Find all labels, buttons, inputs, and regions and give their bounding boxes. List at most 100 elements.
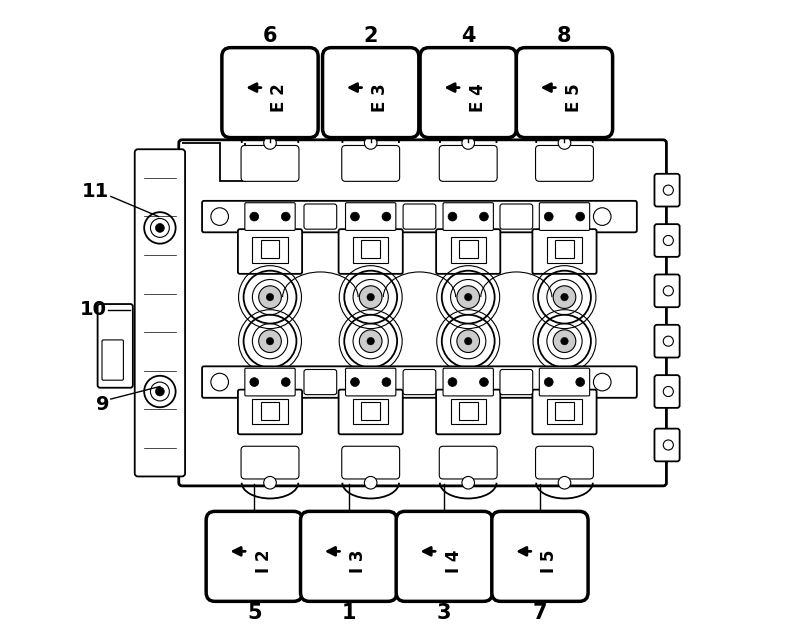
Text: 9: 9 [96,394,109,413]
FancyBboxPatch shape [135,149,185,477]
Circle shape [211,208,228,226]
FancyBboxPatch shape [437,229,500,274]
Circle shape [156,387,164,396]
Circle shape [350,378,359,387]
Circle shape [250,378,259,387]
Text: 4: 4 [461,27,476,46]
FancyBboxPatch shape [516,47,613,138]
Text: 5: 5 [247,603,262,623]
Text: E 2: E 2 [271,83,288,112]
FancyBboxPatch shape [222,47,318,138]
Circle shape [282,378,290,387]
Circle shape [594,208,611,226]
Bar [547,238,582,262]
Bar [459,402,478,420]
Bar [252,399,287,424]
Circle shape [544,212,553,221]
FancyBboxPatch shape [206,511,302,602]
FancyBboxPatch shape [238,389,302,434]
FancyBboxPatch shape [654,325,680,358]
Circle shape [259,286,282,308]
Text: 3: 3 [437,603,452,623]
Circle shape [367,293,374,301]
FancyBboxPatch shape [202,367,637,398]
Circle shape [382,378,391,387]
Circle shape [367,337,374,345]
Text: I 3: I 3 [349,550,367,573]
Text: 2: 2 [363,27,378,46]
Bar [353,399,389,424]
Circle shape [594,374,611,391]
FancyBboxPatch shape [439,446,497,479]
Circle shape [263,477,276,489]
Circle shape [457,286,480,308]
Circle shape [553,286,576,308]
Bar [353,238,389,262]
Circle shape [462,137,475,149]
Circle shape [359,330,382,353]
Circle shape [365,477,377,489]
Circle shape [464,293,472,301]
Circle shape [558,477,571,489]
FancyBboxPatch shape [338,389,403,434]
FancyBboxPatch shape [241,446,299,479]
Circle shape [544,378,553,387]
FancyBboxPatch shape [403,204,436,229]
Circle shape [553,330,576,353]
Bar [459,241,478,258]
Bar [555,402,574,420]
Bar [361,402,380,420]
FancyBboxPatch shape [654,224,680,257]
FancyBboxPatch shape [342,145,400,181]
Bar [261,402,279,420]
FancyBboxPatch shape [245,368,295,396]
FancyBboxPatch shape [439,145,497,181]
Circle shape [263,137,276,149]
Bar [547,399,582,424]
Bar [451,238,486,262]
FancyBboxPatch shape [535,145,594,181]
FancyBboxPatch shape [202,201,637,233]
FancyBboxPatch shape [532,229,597,274]
Text: 6: 6 [263,27,277,46]
Bar [252,238,287,262]
Circle shape [282,212,290,221]
Bar [555,241,574,258]
FancyBboxPatch shape [539,368,590,396]
Text: I 5: I 5 [540,550,559,573]
FancyBboxPatch shape [500,370,533,394]
FancyBboxPatch shape [420,47,516,138]
Circle shape [267,293,274,301]
Circle shape [359,286,382,308]
FancyBboxPatch shape [97,304,132,387]
Bar [261,241,279,258]
Text: 10: 10 [80,300,106,319]
Circle shape [156,224,164,233]
Text: I 2: I 2 [255,550,273,573]
Circle shape [382,212,391,221]
Circle shape [211,374,228,391]
FancyBboxPatch shape [403,370,436,394]
FancyBboxPatch shape [654,274,680,307]
Circle shape [663,286,674,296]
FancyBboxPatch shape [539,203,590,231]
Circle shape [663,236,674,245]
FancyBboxPatch shape [241,145,299,181]
Circle shape [561,337,568,345]
FancyBboxPatch shape [238,229,302,274]
Circle shape [259,330,282,353]
FancyBboxPatch shape [535,446,594,479]
FancyBboxPatch shape [245,203,295,231]
Text: 1: 1 [342,603,356,623]
Circle shape [663,387,674,396]
Circle shape [663,440,674,450]
FancyBboxPatch shape [304,204,337,229]
FancyBboxPatch shape [443,368,493,396]
FancyBboxPatch shape [654,375,680,408]
Bar [361,241,380,258]
Circle shape [558,137,571,149]
Circle shape [365,137,377,149]
Circle shape [457,330,480,353]
Circle shape [480,378,488,387]
Circle shape [462,477,475,489]
